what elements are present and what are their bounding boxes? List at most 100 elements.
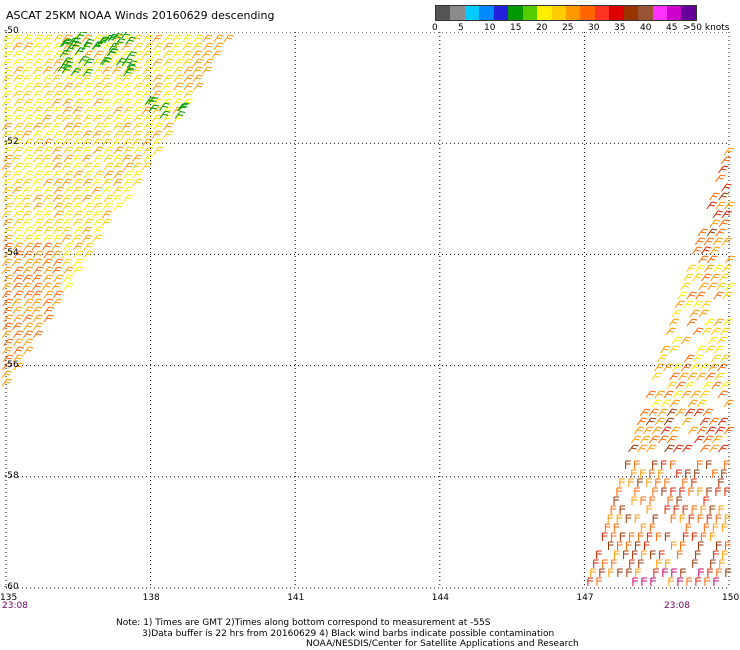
wind-barb [183,74,194,83]
legend-tick-labels: 0 5 10 15 20 25 30 35 40 45 >50 knots [432,21,730,35]
wind-barb [23,306,34,315]
wind-barb [693,408,705,417]
wind-barb [691,532,698,541]
wind-barb [697,487,703,496]
wind-barb [668,345,680,354]
wind-barb [81,186,93,195]
wind-barb [152,58,164,67]
wind-barb [677,577,683,586]
wind-barb [604,523,611,532]
wind-barb [43,58,54,67]
wind-barb [63,282,74,291]
wind-barb [636,417,648,426]
wind-barb [63,130,74,139]
wind-barb [713,318,725,327]
wind-barb [13,122,24,131]
wind-barb [631,496,637,505]
wind-barb [3,202,15,211]
wind-barb [162,42,174,51]
wind-barb [91,162,103,171]
legend-tick-label: 15 [510,23,522,33]
wind-barb [112,154,124,163]
wind-barb [697,255,709,264]
wind-barb [32,186,43,195]
wind-barb [42,242,53,251]
wind-barb [51,146,63,155]
wind-barb [62,146,74,155]
latitude-label: -54 [4,248,19,259]
wind-barb [101,210,113,219]
wind-barb [32,42,43,51]
wind-barb [3,274,14,283]
wind-barb [640,469,646,478]
wind-barb [43,250,54,259]
wind-barb [125,36,136,45]
wind-barb [11,322,23,331]
wind-barb [101,138,113,147]
wind-barb [650,577,656,586]
wind-barb [630,435,642,444]
wind-barb [61,162,73,171]
wind-barb [712,210,723,219]
wind-barb [172,34,183,43]
latitude-label: -60 [4,582,19,592]
wind-barb [31,274,43,283]
wind-barb [12,210,24,219]
wind-barb [2,242,14,251]
wind-barb [11,170,23,179]
wind-barb [711,435,723,444]
wind-barb [724,514,731,523]
wind-barb [153,42,164,51]
wind-barb [53,138,64,147]
wind-barb [717,390,728,399]
wind-barb [681,417,693,426]
legend-swatch [623,6,639,20]
wind-barb [32,234,43,243]
wind-barb [32,210,44,219]
wind-barb [696,399,708,408]
wind-barb [12,186,23,195]
wind-barb [619,505,626,514]
wind-barb [682,444,693,453]
wind-barb [671,568,677,577]
wind-barb [699,417,711,426]
wind-barb [680,336,692,345]
wind-barb [701,327,713,336]
wind-barb [710,327,722,336]
wind-barb [52,90,64,99]
wind-barb [697,228,709,237]
wind-barb [669,372,680,381]
wind-barb [655,478,661,487]
wind-barb [711,354,722,363]
wind-barb [2,282,13,291]
wind-barb [52,42,63,51]
wind-barb [13,362,24,371]
wind-barb [721,183,732,192]
wind-barb [122,82,133,91]
wind-barb [91,186,103,195]
legend-swatch [594,6,610,20]
wind-barb [709,505,716,514]
wind-barb [3,66,15,75]
wind-barb [112,82,124,91]
wind-barb [723,147,735,156]
wind-barb [656,559,662,568]
wind-barb [81,122,93,131]
wind-barb [33,266,44,275]
wind-barb [659,345,671,354]
wind-barb [82,66,93,75]
wind-barb [213,34,224,43]
wind-barb [13,266,24,275]
wind-barb [112,106,124,115]
wind-barb [93,154,104,163]
wind-barb [2,42,13,51]
wind-barb [654,390,665,399]
wind-barb [82,162,93,171]
wind-barb [41,154,53,163]
wind-barb [22,106,34,115]
wind-barb [72,114,83,123]
wind-barb [637,444,648,453]
wind-barb [12,114,24,123]
wind-barb [705,372,716,381]
wind-barb [63,274,74,283]
